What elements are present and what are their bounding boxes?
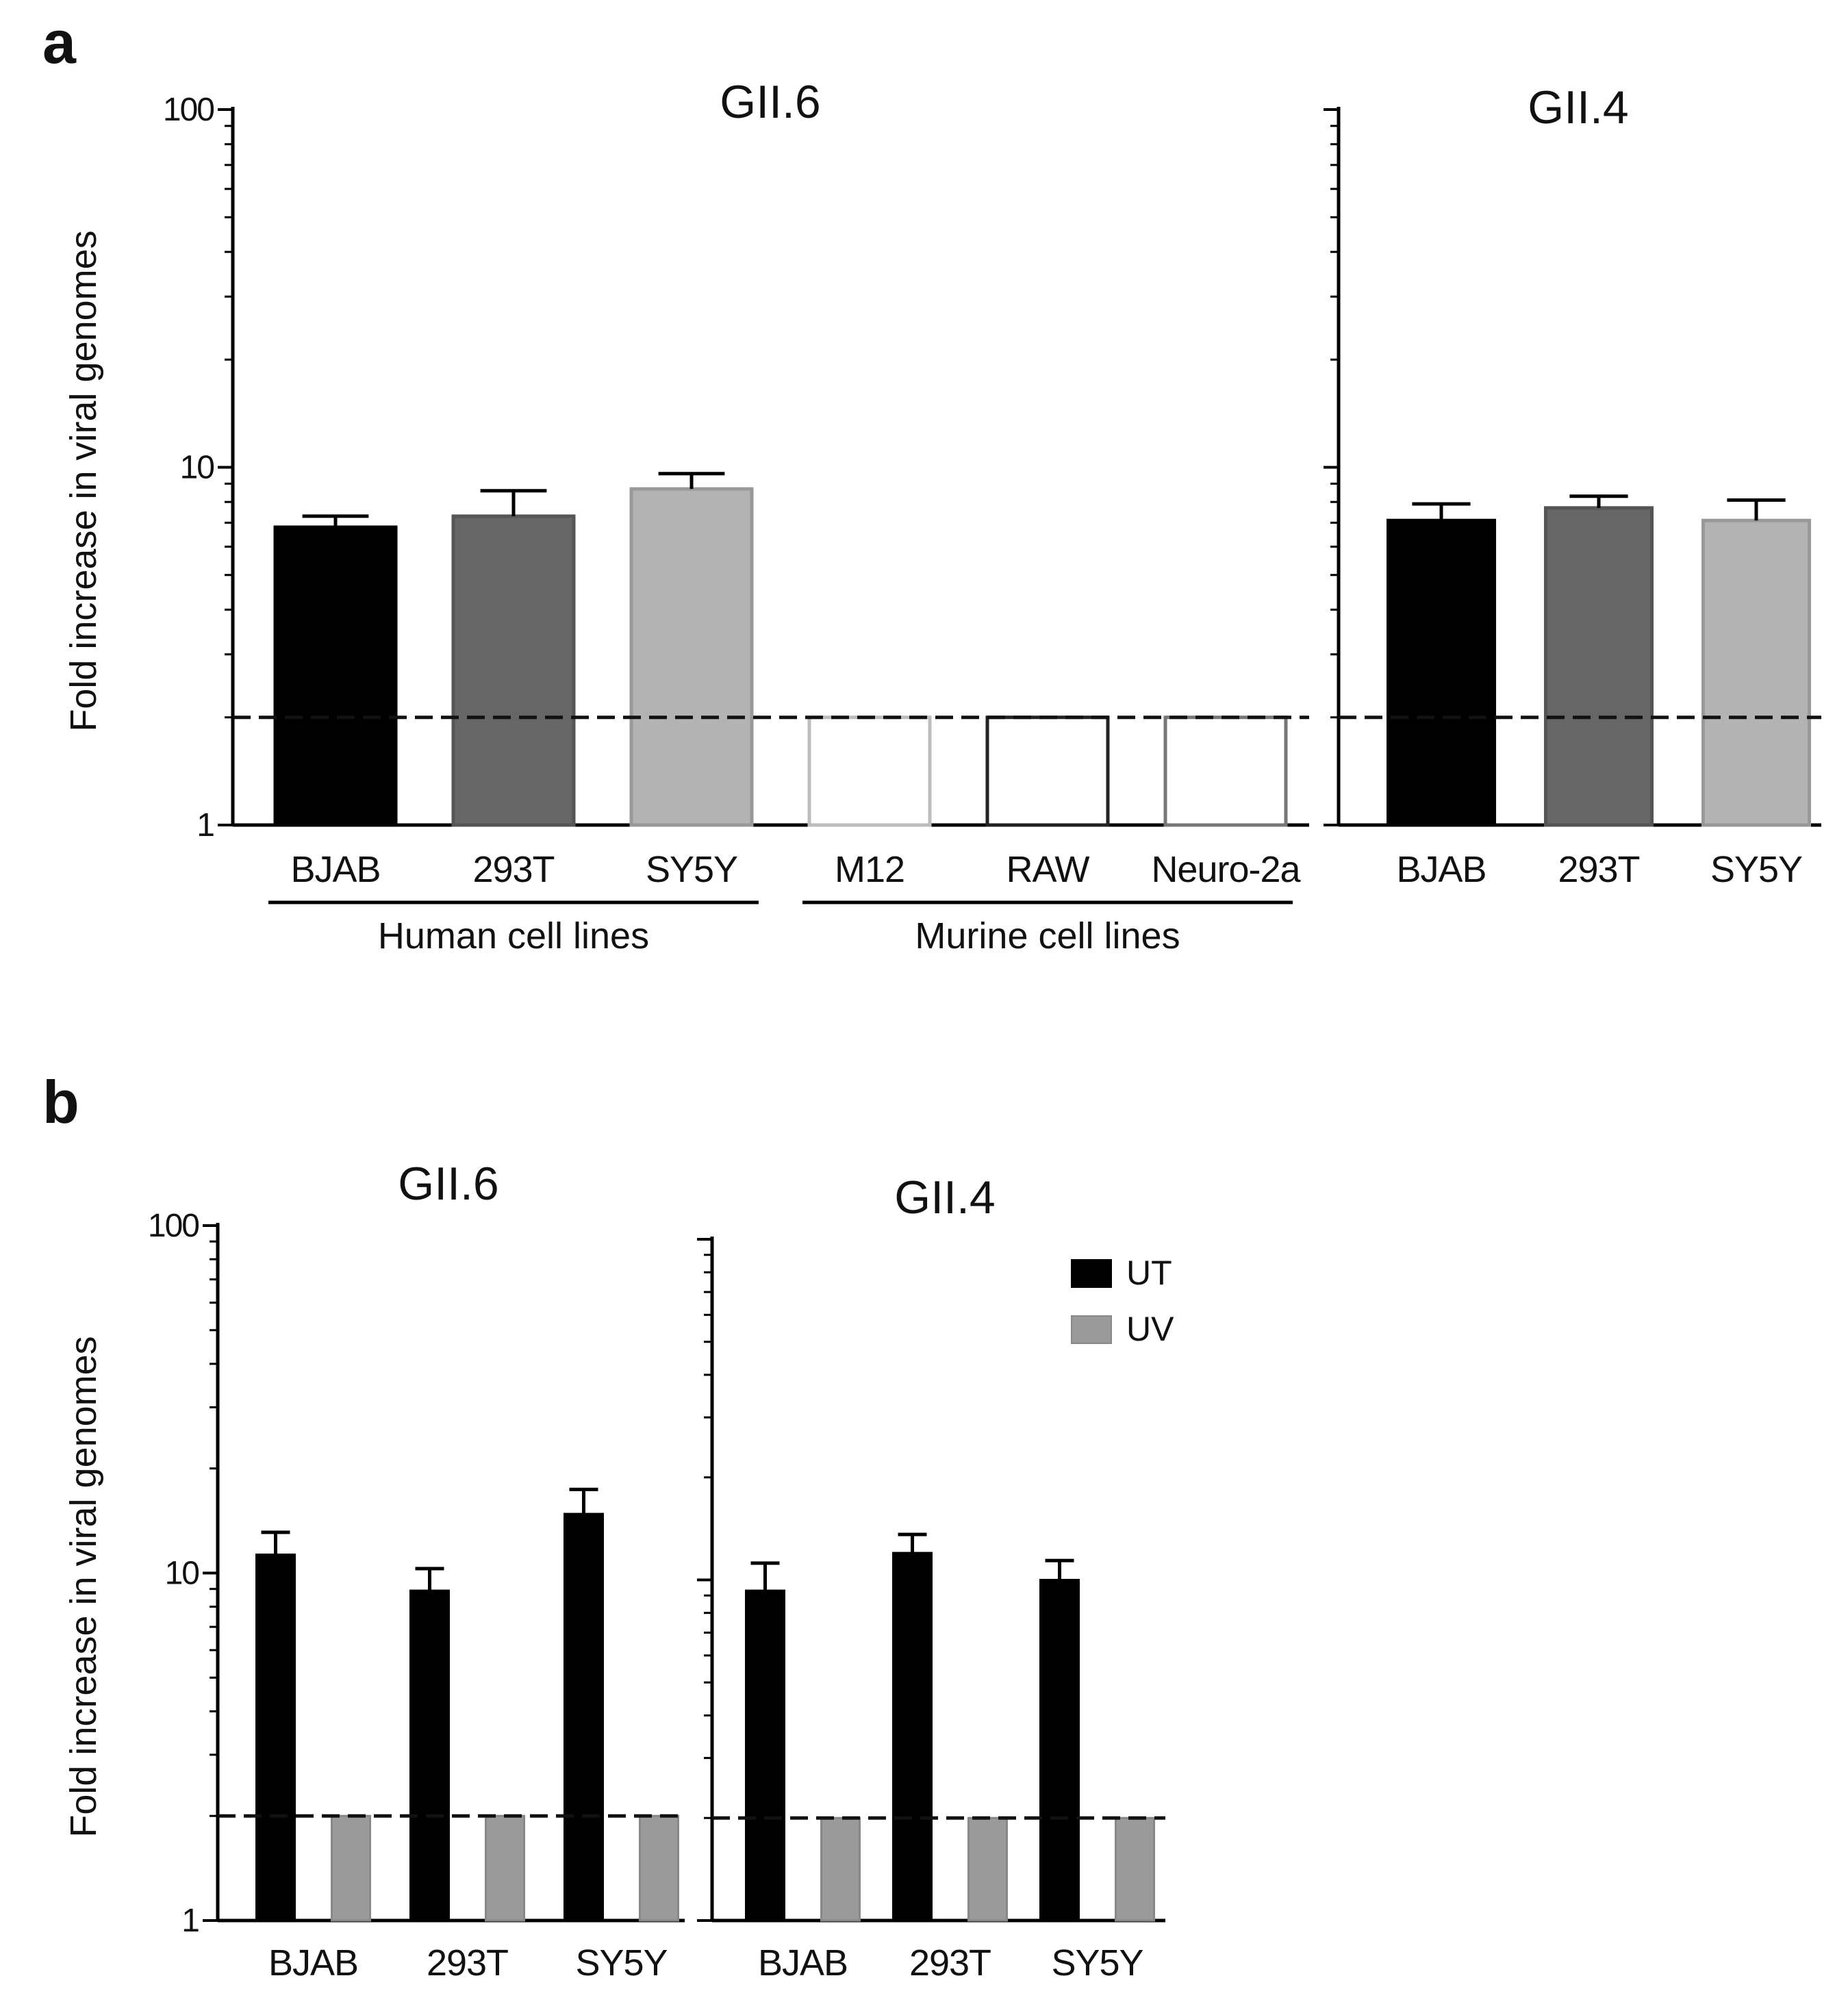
- legend-label: UV: [1126, 1310, 1174, 1348]
- group-label: Human cell lines: [378, 915, 649, 956]
- x-tick-label: SY5Y: [1051, 1942, 1143, 1984]
- x-tick-label: 293T: [1558, 849, 1639, 890]
- chart-a-gii4: GII.4 BJAB 293T SY5Y: [1324, 81, 1821, 890]
- x-tick-label: BJAB: [1396, 849, 1486, 890]
- legend-swatch-ut: [1071, 1259, 1112, 1288]
- bar-m12: [807, 715, 932, 827]
- y-tick-label: 100: [163, 92, 214, 128]
- x-tick-label: SY5Y: [646, 849, 737, 890]
- x-tick-label: BJAB: [268, 1942, 358, 1984]
- panel-b-letter: b: [42, 1068, 79, 1136]
- bar-neuro-2a: [1163, 715, 1288, 827]
- x-tick-label: 293T: [427, 1942, 508, 1984]
- bar-ut-bjab: [255, 1554, 296, 1922]
- bar-uv-sy5y: [639, 1814, 679, 1922]
- group-label: Murine cell lines: [915, 915, 1180, 956]
- bar-293t: [1544, 506, 1654, 827]
- chart-title: GII.6: [720, 76, 820, 128]
- bar-sy5y: [629, 487, 754, 827]
- bar-uv-293t: [967, 1816, 1008, 1922]
- x-tick-label: M12: [835, 849, 904, 890]
- bar-sy5y: [1701, 518, 1811, 827]
- x-tick-label: 293T: [909, 1942, 991, 1984]
- x-tick-label: BJAB: [290, 849, 380, 890]
- y-axis-label: Fold increase in viral genomes: [63, 230, 104, 731]
- x-tick-label: 293T: [472, 849, 554, 890]
- chart-title: GII.4: [1528, 81, 1628, 134]
- bar-bjab: [273, 525, 398, 827]
- bar-raw: [985, 715, 1110, 827]
- x-tick-label: Neuro-2a: [1151, 849, 1301, 890]
- bar-ut-293t: [892, 1551, 933, 1922]
- chart-a-gii6: 1 10 100 Fold increase in viral genomes GII.…: [63, 76, 1309, 956]
- bar-uv-bjab: [331, 1814, 371, 1922]
- chart-b-gii6: 1 10 100 Fold increase in viral genomes GII.…: [63, 1158, 685, 1984]
- y-tick-label: 100: [148, 1208, 199, 1244]
- panel-a-letter: a: [42, 8, 77, 76]
- y-tick-label: 10: [180, 450, 214, 486]
- bar-ut-293t: [409, 1589, 450, 1922]
- bar-293t: [451, 514, 576, 827]
- chart-title: GII.4: [894, 1171, 995, 1224]
- legend-swatch-uv: [1071, 1315, 1112, 1344]
- y-axis-label: Fold increase in viral genomes: [63, 1336, 104, 1837]
- y-tick-label: 1: [181, 1903, 199, 1939]
- chart-title: GII.6: [398, 1158, 498, 1210]
- y-tick-label: 10: [165, 1556, 199, 1592]
- bar-uv-bjab: [820, 1816, 861, 1922]
- legend-label: UT: [1126, 1254, 1172, 1292]
- x-tick-label: SY5Y: [575, 1942, 667, 1984]
- bar-uv-sy5y: [1115, 1816, 1155, 1922]
- bar-bjab: [1387, 518, 1496, 827]
- bar-ut-bjab: [745, 1589, 785, 1922]
- x-tick-label: SY5Y: [1710, 849, 1802, 890]
- chart-b-gii4: GII.4 BJAB 293T SY5Y UT UV: [697, 1171, 1174, 1984]
- x-tick-label: BJAB: [758, 1942, 848, 1984]
- bar-ut-sy5y: [1039, 1579, 1080, 1922]
- bar-uv-293t: [485, 1814, 525, 1922]
- x-tick-label: RAW: [1007, 849, 1090, 890]
- bar-ut-sy5y: [564, 1512, 604, 1922]
- y-tick-label: 1: [197, 807, 214, 844]
